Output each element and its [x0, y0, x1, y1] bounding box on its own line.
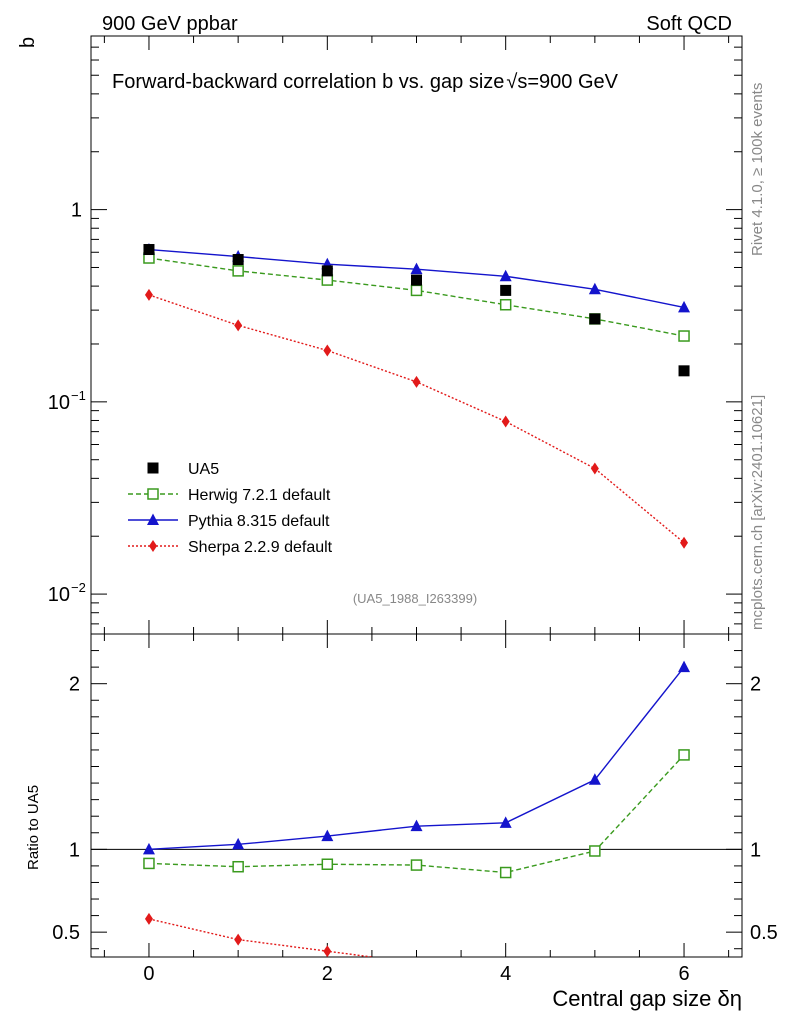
ua5-main-point — [589, 313, 601, 325]
y-axis-label: b — [17, 37, 39, 48]
sherpa-main-line — [148, 294, 685, 544]
y-tick-exponent: −1 — [71, 388, 86, 403]
header-process-label: 900 GeV ppbar — [102, 13, 238, 35]
sherpa-main-point — [412, 375, 421, 388]
herwig-ratio-point — [589, 845, 601, 857]
herwig-main-point — [410, 284, 423, 297]
ratio-tick-label: 1 — [69, 839, 80, 861]
ua5-main-point — [143, 244, 155, 256]
herwig-main-point — [499, 298, 512, 311]
herwig-ratio-point — [678, 749, 690, 761]
ratio-tick-label-right: 1 — [750, 839, 761, 861]
pythia-main-point — [678, 300, 691, 313]
x-tick-label: 0 — [143, 963, 154, 985]
pythia-ratio-point — [588, 773, 601, 785]
ratio-tick-label: 2 — [69, 674, 80, 696]
x-tick-label: 6 — [678, 963, 689, 985]
ua5-main-point — [678, 365, 690, 377]
y-tick-label: 10 — [48, 392, 70, 414]
ratio-axis-ticks: 0.5 0.5 1 1 2 2 — [52, 650, 778, 950]
ratio-series-group — [142, 660, 691, 957]
pythia-main-point — [588, 282, 601, 295]
y-tick-exponent: −2 — [71, 580, 86, 595]
ratio-y-axis-label: Ratio to UA5 — [25, 785, 42, 870]
herwig-ratio-line — [148, 754, 685, 874]
legend-ua5-marker — [147, 462, 159, 474]
plot-title-text: Forward-backward correlation b vs. gap s… — [112, 71, 504, 93]
sherpa-main-point — [323, 344, 332, 357]
main-plot-title: Forward-backward correlation b vs. gap s… — [112, 71, 619, 93]
ratio-tick-label-right: 0.5 — [750, 922, 778, 944]
y-tick-label: 1 — [71, 200, 82, 222]
pythia-ratio-point — [499, 816, 512, 828]
legend-ua5-label: UA5 — [188, 461, 219, 478]
pythia-ratio-point — [410, 819, 423, 832]
analysis-watermark: (UA5_1988_I263399) — [353, 591, 477, 606]
sherpa-ratio-line — [148, 918, 373, 957]
sherpa-ratio-point — [234, 933, 243, 946]
legend-pythia-label: Pythia 8.315 default — [188, 513, 330, 530]
pythia-ratio-point — [678, 660, 691, 673]
x-tick-label: 2 — [322, 963, 333, 985]
ua5-main-point — [232, 254, 244, 266]
herwig-main-point — [232, 265, 244, 277]
legend-sherpa-marker — [149, 540, 157, 552]
herwig-ratio-point — [232, 860, 244, 873]
x-axis-label: Central gap size δη — [552, 986, 742, 1011]
ratio-plot-frame — [90, 633, 743, 958]
ratio-tick-label: 0.5 — [52, 922, 80, 944]
pythia-ratio-point — [142, 842, 155, 855]
legend-pythia-marker — [147, 513, 159, 525]
ua5-main-point — [321, 265, 333, 277]
sherpa-main-point — [234, 319, 243, 332]
header-category-label: Soft QCD — [646, 13, 732, 35]
ua5-main-point — [500, 284, 512, 296]
x-axis-ticks: 0 2 4 6 — [103, 36, 730, 985]
sherpa-main-point — [501, 415, 510, 428]
legend: UA5 Herwig 7.2.1 default Pythia 8.315 defa… — [128, 461, 333, 556]
herwig-ratio-point — [143, 857, 155, 870]
herwig-main-point — [678, 330, 690, 342]
sherpa-ratio-point — [323, 945, 332, 957]
herwig-main-point — [321, 274, 334, 286]
legend-herwig-label: Herwig 7.2.1 default — [188, 487, 331, 504]
herwig-ratio-point — [499, 866, 512, 879]
mcplots-source-label: mcplots.cern.ch [arXiv:2401.10621] — [749, 395, 766, 630]
y-tick-label: 10 — [48, 584, 70, 606]
main-axis-ticks: 110−110−2 — [48, 35, 742, 625]
herwig-ratio-point — [321, 858, 334, 870]
pythia-main-point — [410, 262, 423, 275]
legend-sherpa-label: Sherpa 2.2.9 default — [188, 539, 333, 556]
ratio-tick-label-right: 2 — [750, 674, 761, 696]
ua5-main-point — [411, 274, 422, 286]
herwig-ratio-point — [410, 859, 423, 871]
sherpa-ratio-point — [144, 912, 153, 925]
sherpa-main-point — [590, 462, 599, 475]
main-series-group — [142, 243, 691, 549]
plot-title-energy: √s=900 GeV — [506, 71, 618, 93]
sherpa-main-point — [144, 288, 153, 301]
pythia-ratio-point — [232, 837, 245, 850]
x-tick-label: 4 — [500, 963, 511, 985]
pythia-ratio-point — [321, 829, 334, 842]
legend-herwig-marker — [147, 488, 159, 500]
rivet-version-label: Rivet 4.1.0, ≥ 100k events — [749, 83, 766, 256]
sherpa-main-point — [680, 536, 689, 549]
pythia-main-point — [499, 269, 512, 282]
